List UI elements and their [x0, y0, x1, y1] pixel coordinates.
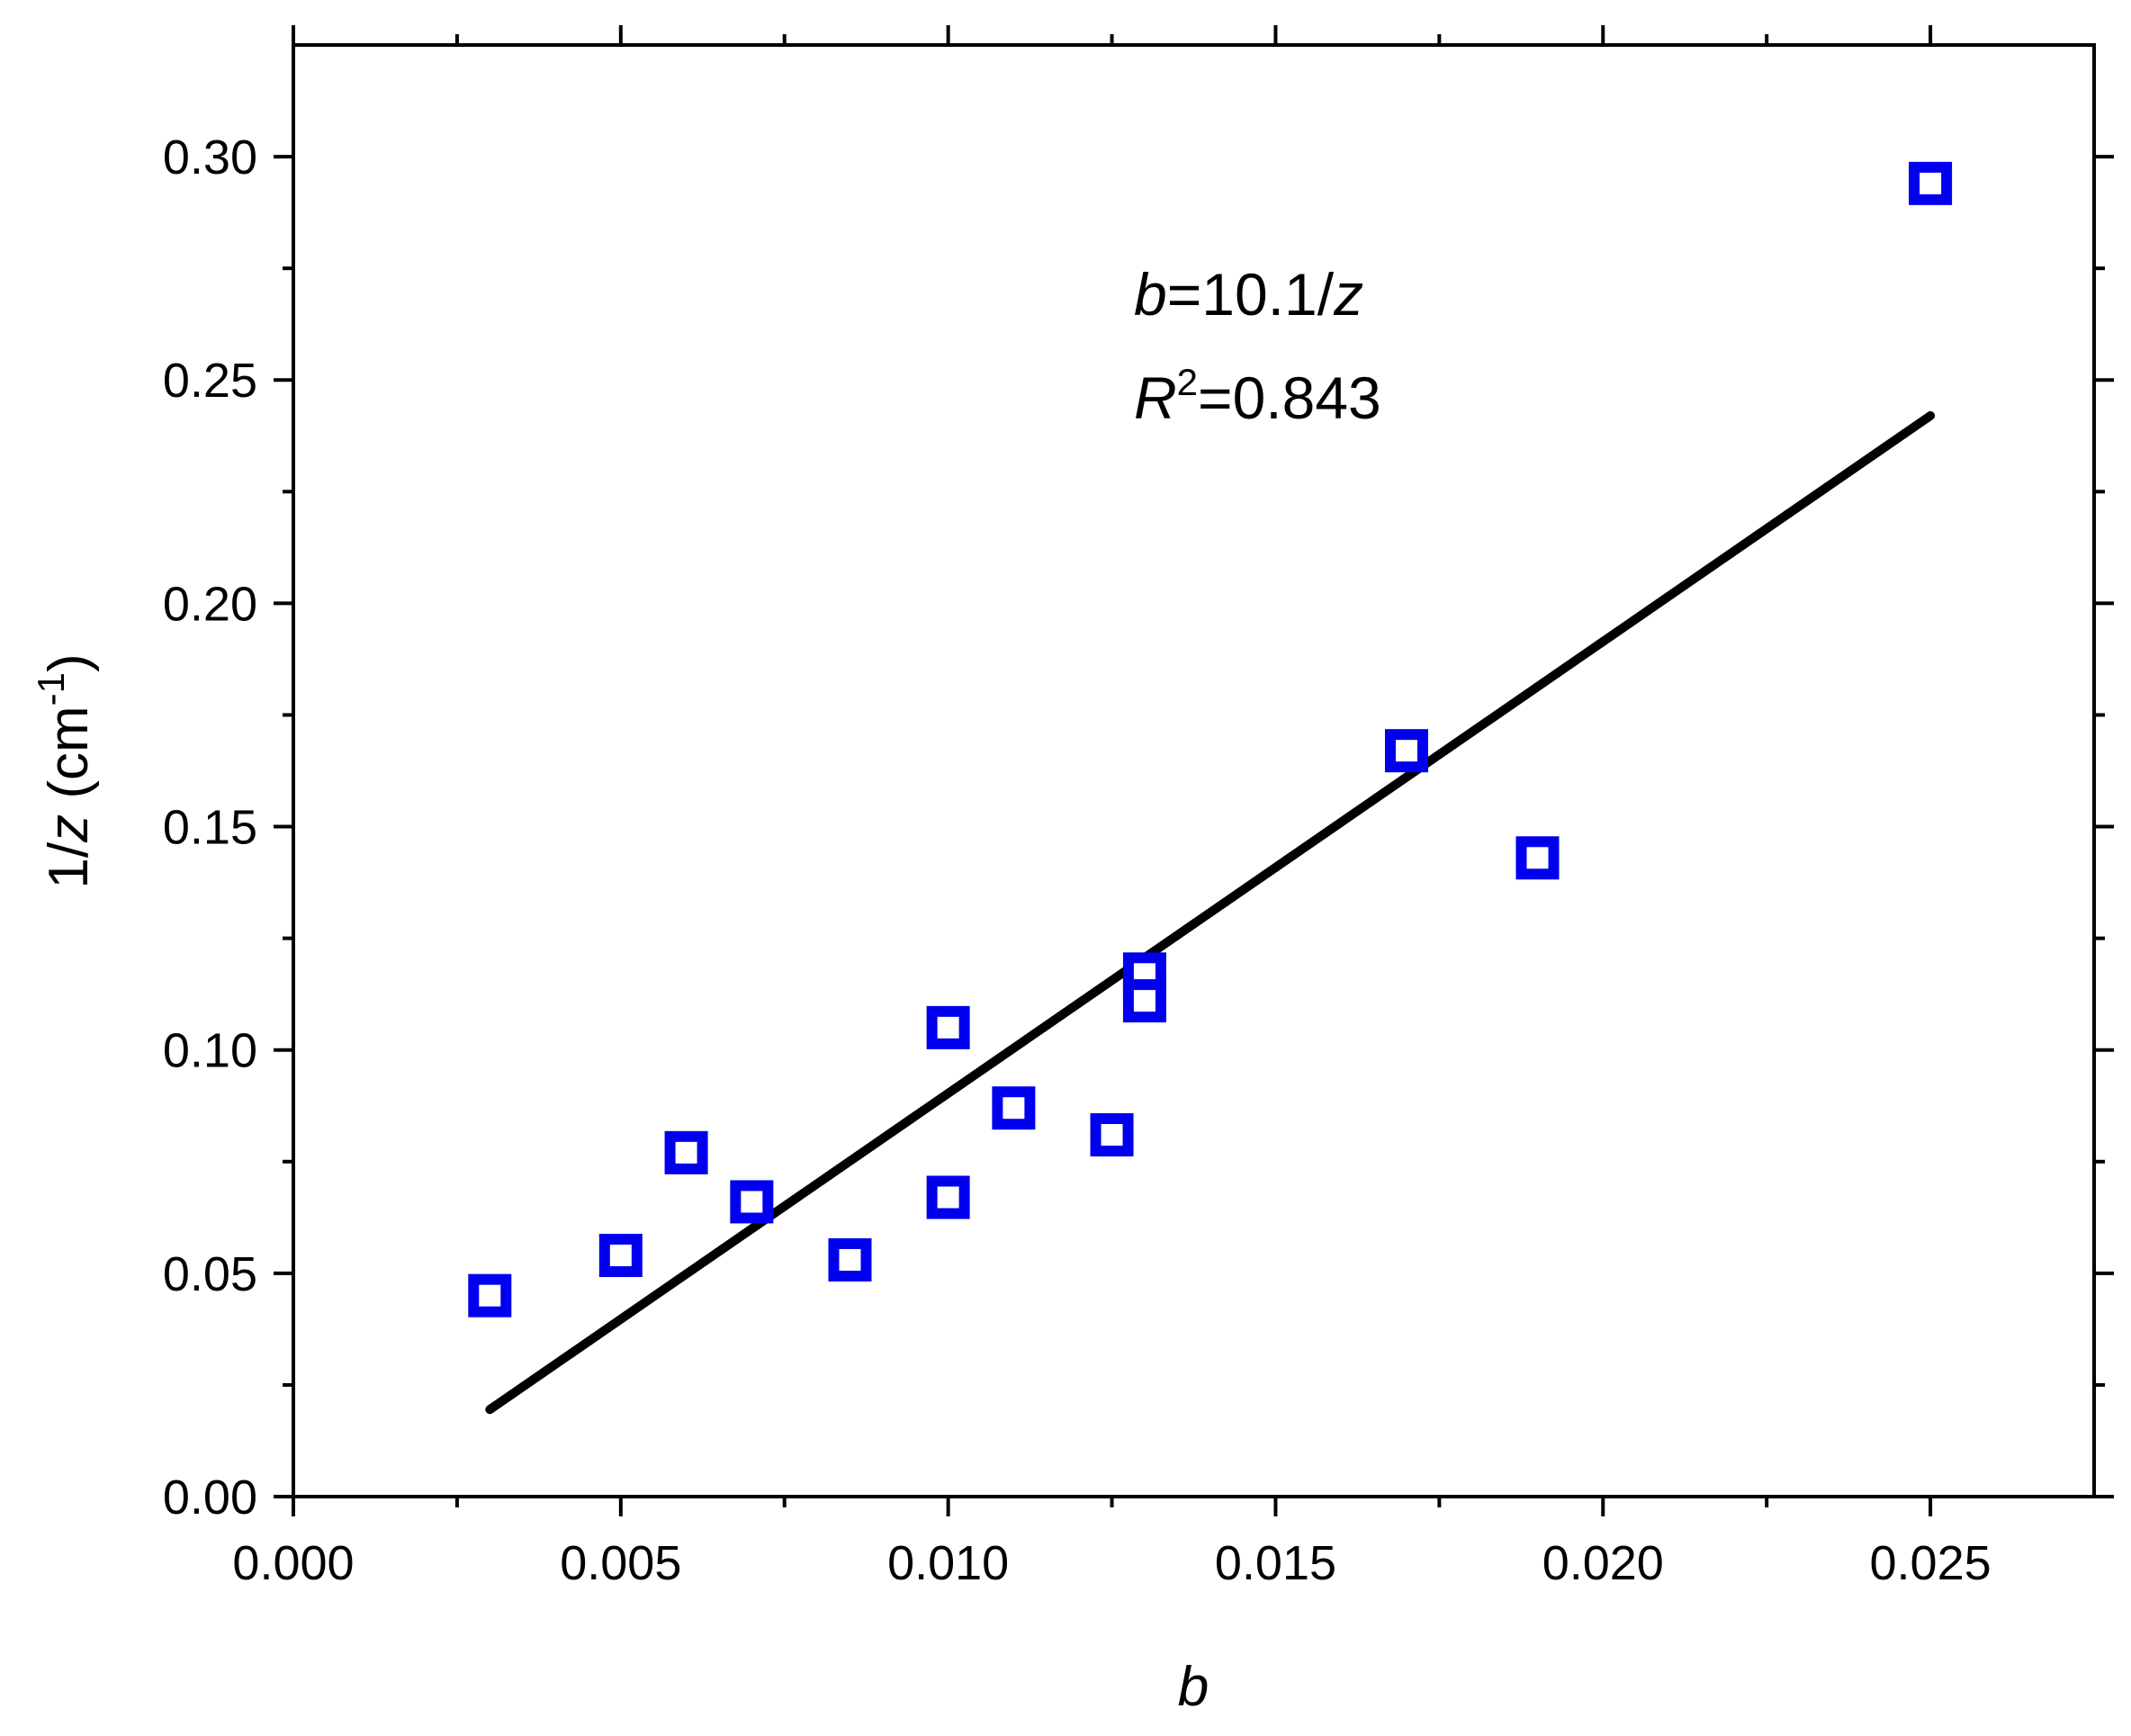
r2-rest: =0.843: [1198, 364, 1381, 431]
data-point: [730, 1180, 774, 1224]
data-point: [1122, 979, 1166, 1023]
data-point: [828, 1237, 872, 1282]
y-tick-label: 0.15: [163, 801, 257, 855]
equation-var2: z: [1333, 261, 1363, 328]
fit-line: [485, 410, 1936, 1415]
x-tick-label: 0.000: [232, 1536, 354, 1590]
x-tick-label: 0.015: [1215, 1536, 1336, 1590]
data-point: [598, 1233, 643, 1277]
y-tick-label: 0.25: [163, 354, 257, 408]
axes-layer: 0.000 0.005 0.010 0.015 0.020 0.025 0.00 0.05 0.…: [163, 25, 2114, 1590]
y-tick-label: 0.00: [163, 1471, 257, 1525]
equation-rest: =10.1/: [1167, 261, 1335, 328]
ylabel-sup: -1: [30, 672, 72, 706]
x-tick-label: 0.010: [887, 1536, 1009, 1590]
y-tick-label: 0.05: [163, 1247, 257, 1301]
data-point: [926, 1005, 970, 1049]
data-point: [926, 1175, 970, 1219]
y-tick-label: 0.10: [163, 1024, 257, 1078]
data-point: [468, 1273, 512, 1318]
x-tick-label: 0.020: [1542, 1536, 1664, 1590]
fit-line-layer: [485, 410, 1936, 1415]
ylabel-pre: 1/: [38, 841, 100, 888]
x-tick-label: 0.025: [1870, 1536, 1992, 1590]
y-tick-label: 0.30: [163, 130, 257, 184]
ylabel-close: ): [38, 653, 100, 672]
equation-var: b: [1134, 261, 1167, 328]
y-axis-title: 1/z (cm-1): [30, 653, 100, 888]
data-point: [1384, 729, 1428, 773]
x-tick-label: 0.005: [560, 1536, 681, 1590]
data-point: [992, 1086, 1036, 1130]
x-axis-title: b: [1178, 1656, 1209, 1718]
r2-superscript: 2: [1177, 361, 1198, 403]
r-squared-label: R2=0.843: [1134, 361, 1381, 431]
fit-equation-label: b=10.1/z: [1134, 261, 1363, 328]
data-point: [664, 1130, 708, 1174]
data-point: [1515, 836, 1560, 880]
plot-frame: [292, 43, 2096, 1498]
data-point: [1909, 161, 1953, 205]
ylabel-unit: (cm: [38, 706, 100, 814]
r2-var: R: [1134, 364, 1177, 431]
ylabel-var: z: [38, 814, 100, 843]
y-tick-label: 0.20: [163, 577, 257, 631]
data-points-layer: [468, 161, 1953, 1318]
data-point: [1090, 1112, 1134, 1156]
